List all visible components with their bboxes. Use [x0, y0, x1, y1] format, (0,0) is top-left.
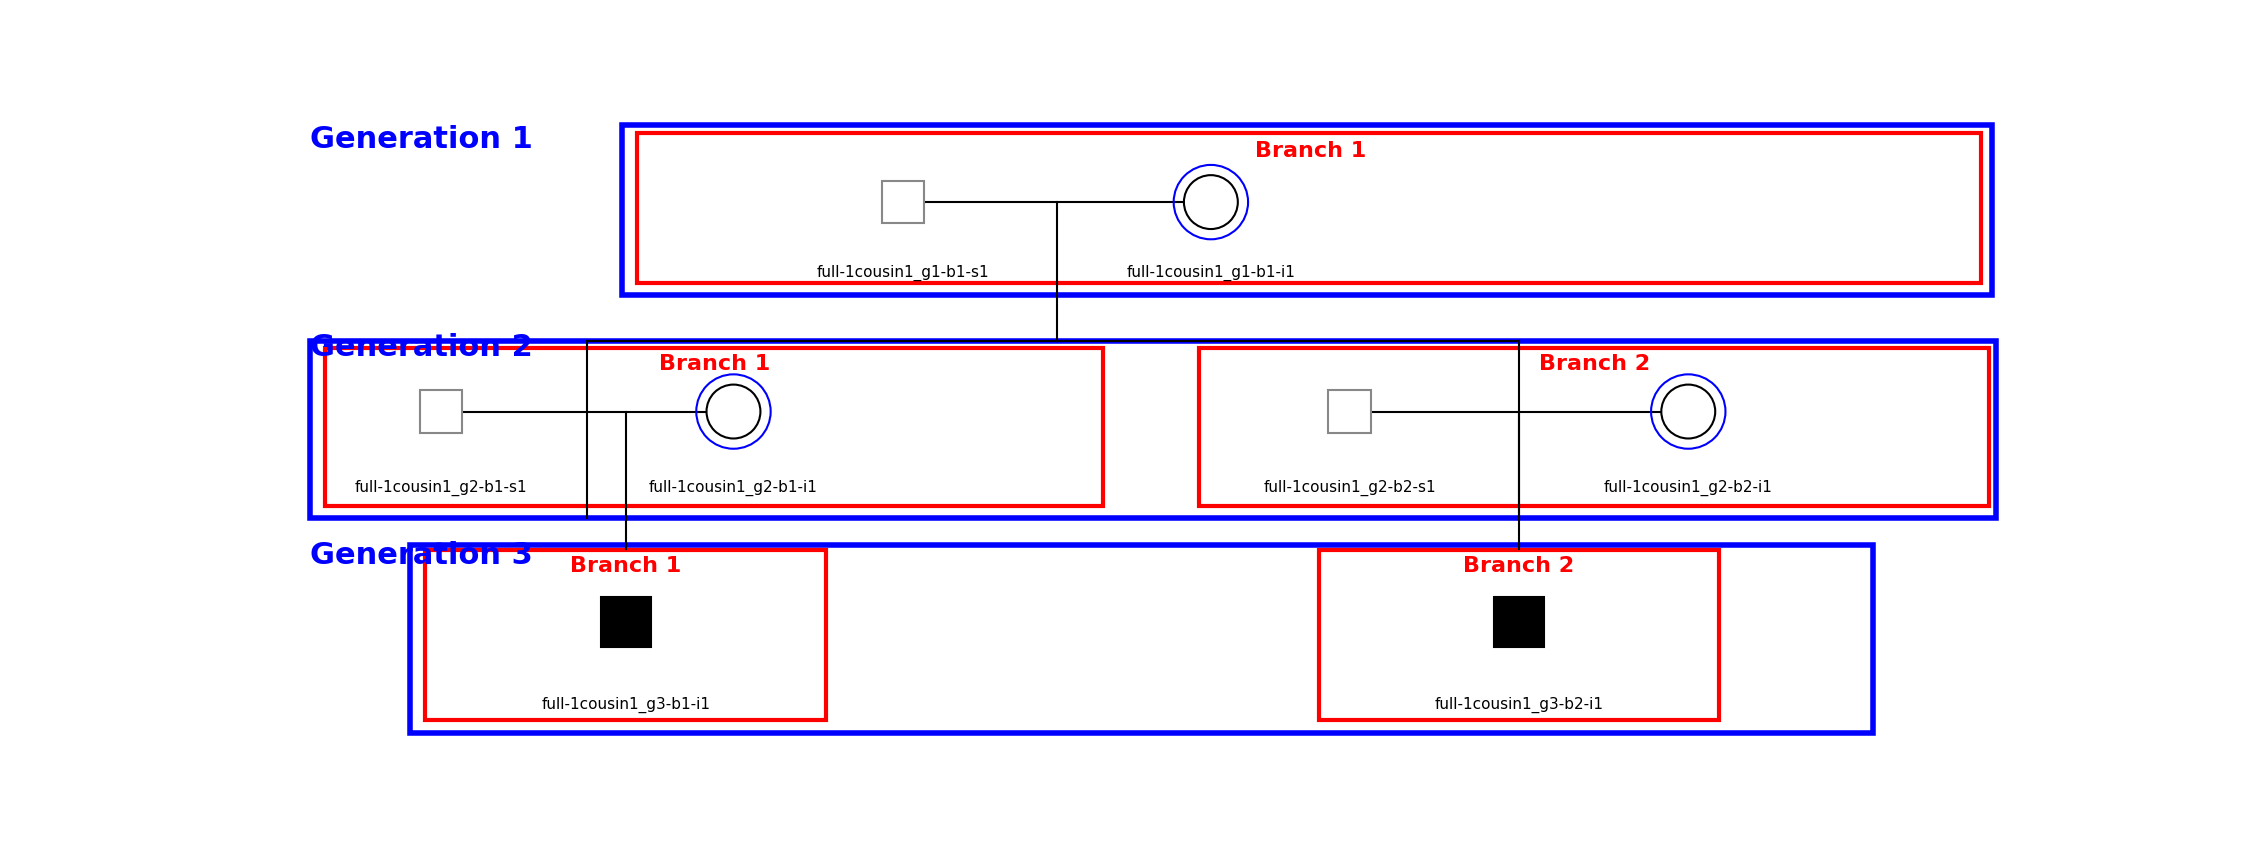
- Bar: [1328, 390, 1370, 433]
- Text: Branch 1: Branch 1: [1256, 140, 1366, 161]
- Text: Generation 1: Generation 1: [310, 125, 533, 154]
- Circle shape: [706, 384, 760, 439]
- Text: full-1cousin1_g2-b2-i1: full-1cousin1_g2-b2-i1: [1604, 479, 1773, 496]
- Text: full-1cousin1_g2-b2-s1: full-1cousin1_g2-b2-s1: [1262, 479, 1436, 496]
- Text: Generation 3: Generation 3: [310, 541, 533, 570]
- Bar: [425, 550, 826, 720]
- Text: Branch 1: Branch 1: [659, 354, 770, 374]
- Text: full-1cousin1_g2-b1-i1: full-1cousin1_g2-b1-i1: [648, 479, 819, 496]
- Bar: [1494, 597, 1544, 647]
- Bar: [601, 597, 650, 647]
- Bar: [1199, 348, 1989, 507]
- Bar: [637, 133, 1980, 283]
- Text: full-1cousin1_g3-b2-i1: full-1cousin1_g3-b2-i1: [1436, 696, 1604, 712]
- Text: Branch 2: Branch 2: [1539, 354, 1649, 374]
- Text: full-1cousin1_g1-b1-s1: full-1cousin1_g1-b1-s1: [817, 265, 990, 281]
- Bar: [421, 390, 461, 433]
- Circle shape: [1184, 175, 1238, 229]
- Bar: [882, 181, 925, 224]
- Bar: [621, 125, 1994, 294]
- Text: full-1cousin1_g2-b1-s1: full-1cousin1_g2-b1-s1: [356, 479, 526, 496]
- Bar: [326, 348, 1102, 507]
- Bar: [310, 341, 1996, 518]
- Text: Branch 1: Branch 1: [569, 556, 682, 576]
- Circle shape: [1660, 384, 1714, 439]
- Bar: [1318, 550, 1719, 720]
- Text: Branch 2: Branch 2: [1462, 556, 1575, 576]
- Text: full-1cousin1_g3-b1-i1: full-1cousin1_g3-b1-i1: [542, 696, 711, 712]
- Text: Generation 2: Generation 2: [310, 333, 533, 362]
- Bar: [410, 545, 1872, 734]
- Text: full-1cousin1_g1-b1-i1: full-1cousin1_g1-b1-i1: [1127, 265, 1296, 281]
